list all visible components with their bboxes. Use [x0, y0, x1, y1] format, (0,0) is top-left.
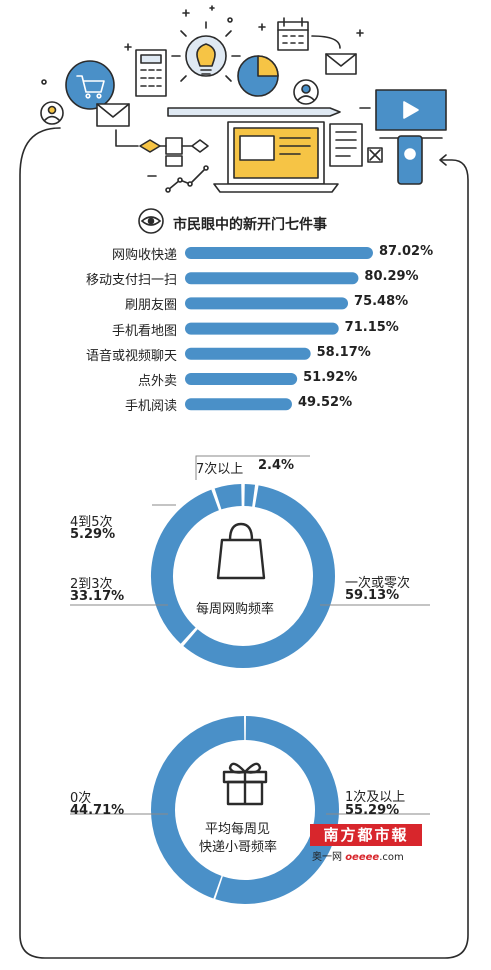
laptop-icon — [213, 121, 339, 193]
bar-category-label: 网购收快递 — [111, 248, 177, 263]
bar-value-label: 51.92% — [303, 370, 358, 385]
bar-value-label: 75.48% — [354, 294, 409, 310]
bar-category-label: 手机阅读 — [124, 399, 177, 415]
leader-line — [195, 455, 310, 480]
donut-center-title: 每周网购频率 — [196, 602, 275, 617]
eye-icon — [138, 208, 164, 234]
newspaper-logo: 南方都市報 — [310, 824, 422, 846]
slice-value: 59.13% — [345, 588, 400, 603]
bar-category-label: 刷朋友圈 — [124, 298, 177, 314]
slice-value: 44.71% — [70, 803, 125, 818]
donut-slice — [215, 716, 339, 904]
bar — [185, 297, 349, 310]
bar-category-label: 点外卖 — [137, 374, 177, 389]
bar-value-label: 58.17% — [316, 344, 371, 360]
calculator-icon — [135, 49, 167, 97]
bar-value-label: 71.15% — [344, 319, 399, 335]
slice-label: 一次或零次 — [345, 576, 411, 591]
bar-value-label: 80.29% — [364, 269, 419, 285]
logo-subtitle-suffix: .com — [379, 852, 404, 863]
bar — [185, 272, 359, 285]
logo-subtitle-domain: oeeee — [345, 852, 380, 863]
donut-slice — [244, 484, 256, 507]
cart-icon — [65, 60, 115, 110]
slice-value: 2.4% — [258, 458, 295, 473]
bar-category-label: 手机看地图 — [111, 323, 177, 339]
lightbulb-icon — [171, 21, 241, 82]
frame-line — [19, 127, 469, 959]
logo-subtitle-prefix: 奥一网 — [312, 852, 342, 863]
slice-value: 33.17% — [70, 589, 125, 604]
bar — [185, 347, 311, 360]
slice-label: 0次 — [70, 791, 92, 806]
bar — [185, 373, 298, 385]
logo-subtitle: 奥一网 oeeee.com — [312, 848, 404, 863]
user-icon — [40, 101, 64, 125]
envelope-icon — [311, 35, 357, 75]
slice-label: 2到3次 — [70, 577, 113, 592]
bar — [185, 247, 373, 259]
user-icon — [293, 79, 319, 105]
bar-value-label: 49.52% — [297, 395, 353, 411]
gift-box-icon — [222, 762, 268, 806]
envelope-icon — [96, 103, 130, 127]
pie-chart-icon — [237, 55, 279, 97]
pencil-icon — [167, 107, 341, 117]
line-graph-icon — [165, 165, 209, 193]
donut-slice — [214, 484, 243, 510]
calendar-icon — [277, 17, 309, 51]
slice-label: 4到5次 — [70, 515, 113, 530]
donut-center-title: 快递小哥频率 — [199, 840, 278, 855]
donut-slice — [183, 485, 335, 668]
document-icon — [329, 123, 383, 167]
flowchart-icon — [115, 129, 209, 167]
slice-label: 7次以上 — [196, 462, 244, 477]
shopping-bag-icon — [216, 522, 266, 580]
bar-category-label: 语音或视频聊天 — [85, 348, 177, 364]
bar-category-label: 移动支付扫一扫 — [85, 273, 177, 289]
donut-slice — [151, 489, 220, 644]
chart-title: 市民眼中的新开门七件事 — [173, 217, 327, 233]
bar — [185, 398, 292, 411]
slice-value: 5.29% — [70, 527, 116, 542]
donut-slice — [151, 716, 245, 899]
bar-value-label: 87.02% — [378, 244, 434, 259]
slice-value: 55.29% — [345, 803, 400, 818]
phone-icon — [397, 135, 423, 185]
slice-label: 1次及以上 — [345, 790, 406, 805]
bar — [185, 322, 339, 335]
donut-center-title: 平均每周见 — [205, 822, 271, 837]
